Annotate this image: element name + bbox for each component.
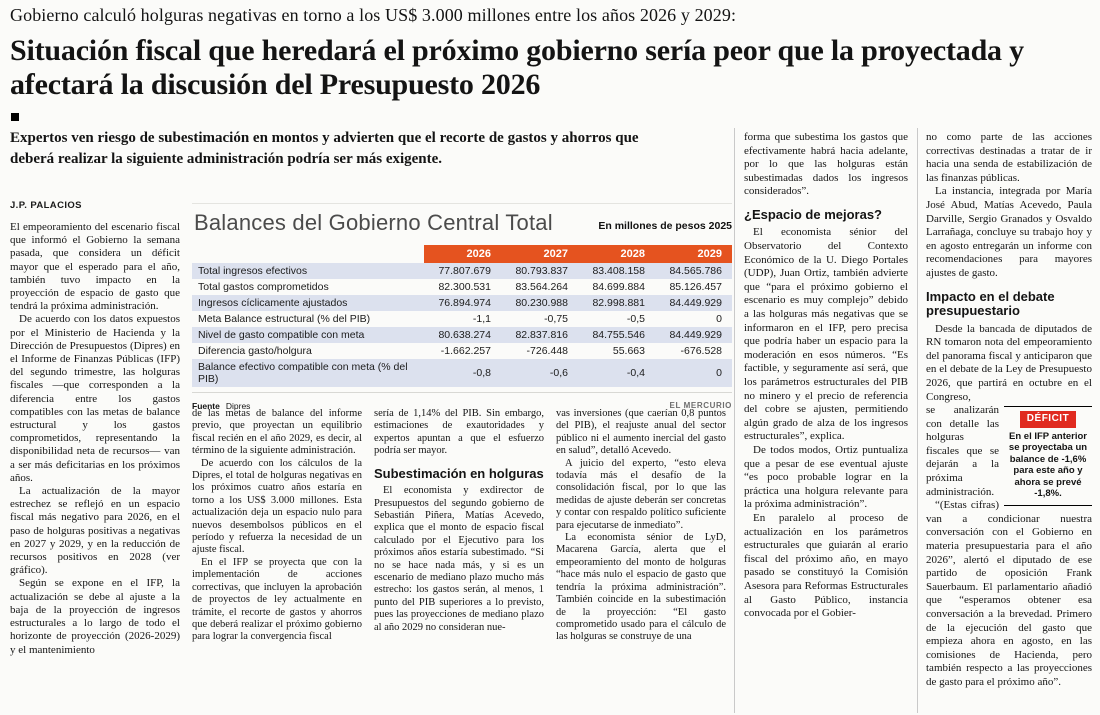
row-value: 83.564.264	[515, 281, 568, 293]
row-value: -0,6	[501, 359, 578, 387]
source-name: Dipres	[225, 401, 251, 411]
body-paragraph: Desde la bancada de diputados de RN toma…	[926, 322, 1092, 403]
row-value: 82.998.881	[578, 295, 655, 311]
row-value: -1,1	[472, 313, 491, 325]
balance-table: 2026 2027 2028 2029 Total ingresos efectivo…	[192, 245, 732, 387]
row-value: 84.565.786	[655, 263, 732, 279]
body-paragraph: En paralelo al proceso de actualización …	[744, 511, 908, 620]
column-separator	[917, 128, 918, 713]
row-value: -0,5	[626, 313, 645, 325]
row-value: -726.448	[526, 345, 568, 357]
section-subhead: Impacto en el debate presupuestario	[926, 288, 1055, 319]
byline: J.P. PALACIOS	[10, 200, 82, 211]
table-row: Nivel de gasto compatible con meta 80.638…	[192, 327, 732, 343]
body-paragraph: La actualización de la mayor estrechez s…	[10, 485, 180, 577]
row-value: 82.837.816	[501, 327, 578, 343]
deck: Expertos ven riesgo de subestimación en …	[10, 130, 639, 167]
body-paragraph: El economista y exdirector de Presupuest…	[374, 485, 544, 633]
row-value: 84.449.929	[655, 295, 732, 311]
row-value: 84.699.884	[592, 281, 645, 293]
section-subhead: ¿Espacio de mejoras?	[744, 206, 882, 222]
table-source: Fuente Dipres	[192, 396, 250, 414]
row-value: 80.638.274	[424, 327, 501, 343]
row-value: 85.126.457	[669, 281, 722, 293]
row-value: 83.408.158	[578, 263, 655, 279]
body-paragraph: de las metas de balance del informe prev…	[192, 408, 362, 457]
deficit-badge: DÉFICIT	[1019, 411, 1077, 428]
table-header-spacer	[192, 245, 424, 263]
table-row: Total ingresos efectivos 77.807.679 80.793…	[192, 263, 732, 279]
row-value: 80.793.837	[501, 263, 578, 279]
body-paragraph: se analizarán con detalle las holguras f…	[926, 404, 999, 498]
body-paragraph: De acuerdo con los cálculos de la Dipres…	[192, 457, 362, 556]
row-value: 76.894.974	[424, 295, 501, 311]
balance-table-block: Balances del Gobierno Central Total En m…	[192, 203, 732, 414]
row-label: Ingresos cíclicamente ajustados	[192, 295, 424, 311]
deficit-callout: DÉFICIT En el IFP anterior se proyectaba …	[1004, 406, 1092, 506]
kicker: Gobierno calculó holguras negativas en t…	[10, 5, 737, 25]
source-label: Fuente	[192, 401, 220, 411]
row-value: 84.755.546	[578, 327, 655, 343]
row-value: 0	[716, 313, 722, 325]
row-label: Total ingresos efectivos	[192, 263, 424, 279]
body-paragraph: “(Estas cifras) van a condicionar nuestr…	[926, 499, 1092, 688]
row-label: Diferencia gasto/holgura	[198, 345, 312, 357]
table-unit-note: En millones de pesos 2025	[598, 220, 732, 232]
year-column-header: 2027	[501, 245, 578, 263]
body-paragraph: forma que subestima los gastos que efect…	[744, 131, 908, 198]
year-column-header: 2029	[655, 245, 732, 263]
section-subhead: Subestimación en holguras	[374, 465, 544, 481]
row-value: 55.663	[612, 345, 645, 357]
body-paragraph: De todos modos, Ortiz puntualiza que a p…	[744, 443, 908, 511]
row-value: -0,4	[578, 359, 655, 387]
row-value: 80.230.988	[501, 295, 578, 311]
main-headline: Situación fiscal que heredará el próximo…	[10, 34, 1024, 102]
deficit-text: En el IFP anterior se proyectaba un bala…	[1008, 430, 1088, 500]
table-row: Meta Balance estructural (% del PIB) -1,1…	[192, 311, 732, 327]
body-paragraph: La instancia, integrada por María José A…	[926, 185, 1092, 279]
body-column-3: sería de 1,14% del PIB. Sin embargo, est…	[374, 408, 544, 712]
row-label: Total gastos comprometidos	[198, 281, 329, 293]
table-row: Total gastos comprometidos 82.300.531 83.5…	[192, 279, 732, 295]
row-value: -0,8	[424, 359, 501, 387]
square-bullet-icon	[11, 113, 19, 121]
row-label: Nivel de gasto compatible con meta	[192, 327, 424, 343]
body-paragraph: no como parte de las acciones correctiva…	[926, 131, 1092, 184]
body-paragraph: El empeoramiento del escenario fiscal qu…	[10, 221, 180, 313]
body-paragraph: vas inversiones (que caerían 0,8 puntos …	[556, 408, 726, 457]
table-row: Ingresos cíclicamente ajustados 76.894.97…	[192, 295, 732, 311]
table-title: Balances del Gobierno Central Total	[194, 210, 553, 235]
body-column-5: forma que subestima los gastos que efect…	[744, 131, 908, 713]
row-value: 82.300.531	[438, 281, 491, 293]
row-value: -676.528	[680, 345, 722, 357]
row-value: 77.807.679	[424, 263, 501, 279]
body-paragraph: sería de 1,14% del PIB. Sin embargo, est…	[374, 408, 544, 457]
row-value: 84.449.929	[655, 327, 732, 343]
body-paragraph: De acuerdo con los datos expuestos por e…	[10, 313, 180, 484]
year-column-header: 2026	[424, 245, 501, 263]
row-value: 0	[655, 359, 732, 387]
row-value: -1.662.257	[440, 345, 491, 357]
body-column-4: vas inversiones (que caerían 0,8 puntos …	[556, 408, 726, 712]
table-body: Total ingresos efectivos 77.807.679 80.793…	[192, 263, 732, 387]
body-paragraph: A juicio del experto, “esto eleva todaví…	[556, 457, 726, 531]
column-separator	[734, 128, 735, 713]
body-column-2: de las metas de balance del informe prev…	[192, 408, 362, 712]
body-paragraph: En el IFP se proyecta que con la impleme…	[192, 556, 362, 643]
table-row: Balance efectivo compatible con meta (% …	[192, 359, 732, 387]
body-paragraph: El economista sénior del Observatorio de…	[744, 226, 908, 443]
publisher-credit: EL MERCURIO	[669, 400, 732, 410]
body-paragraph: La economista sénior de LyD, Macarena Ga…	[556, 532, 726, 643]
year-column-header: 2028	[578, 245, 655, 263]
body-column-6: no como parte de las acciones correctiva…	[926, 131, 1092, 713]
body-paragraph: Según se expone en el IFP, la actualizac…	[10, 577, 180, 656]
row-value: -0,75	[544, 313, 568, 325]
row-label: Meta Balance estructural (% del PIB)	[198, 313, 371, 325]
body-column-1: El empeoramiento del escenario fiscal qu…	[10, 221, 180, 713]
table-row: Diferencia gasto/holgura -1.662.257 -726.4…	[192, 343, 732, 359]
row-label: Balance efectivo compatible con meta (% …	[192, 359, 424, 387]
table-header-row: 2026 2027 2028 2029	[192, 245, 732, 263]
